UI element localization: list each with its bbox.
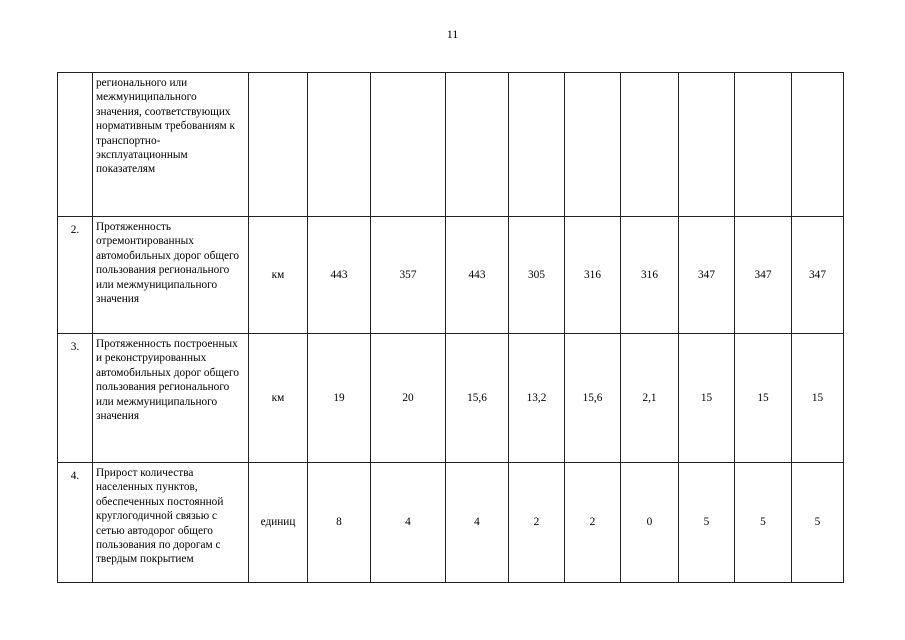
value-cell bbox=[678, 72, 735, 217]
value-cell: 15 bbox=[678, 333, 735, 463]
value-cell bbox=[508, 72, 565, 217]
value-cell: 443 bbox=[445, 216, 509, 334]
value-cell: 347 bbox=[734, 216, 792, 334]
indicator-name: Протяженность построенных и реконструиро… bbox=[92, 333, 249, 463]
value-cell bbox=[307, 72, 371, 217]
row-number: 2. bbox=[57, 216, 93, 334]
value-cell: 19 bbox=[307, 333, 371, 463]
unit-cell: единиц bbox=[248, 462, 308, 583]
value-cell: 15 bbox=[791, 333, 844, 463]
value-cell: 8 bbox=[307, 462, 371, 583]
unit-cell: км bbox=[248, 333, 308, 463]
value-cell bbox=[564, 72, 621, 217]
row-number bbox=[57, 72, 93, 217]
value-cell: 20 bbox=[370, 333, 446, 463]
table-row: 3. Протяженность построенных и реконструи… bbox=[57, 333, 844, 463]
value-cell: 2 bbox=[508, 462, 565, 583]
value-cell: 15,6 bbox=[564, 333, 621, 463]
value-cell bbox=[620, 72, 679, 217]
page-number: 11 bbox=[446, 27, 459, 41]
value-cell: 0 bbox=[620, 462, 679, 583]
row-number: 3. bbox=[57, 333, 93, 463]
indicator-name: Протяженность отремонтированных автомоби… bbox=[92, 216, 249, 334]
value-cell: 5 bbox=[678, 462, 735, 583]
value-cell: 2 bbox=[564, 462, 621, 583]
value-cell: 4 bbox=[370, 462, 446, 583]
value-cell: 347 bbox=[678, 216, 735, 334]
indicator-name: Прирост количества населенных пунктов, о… bbox=[92, 462, 249, 583]
value-cell: 5 bbox=[734, 462, 792, 583]
value-cell bbox=[445, 72, 509, 217]
value-cell: 15 bbox=[734, 333, 792, 463]
unit-cell: км bbox=[248, 216, 308, 334]
value-cell: 15,6 bbox=[445, 333, 509, 463]
value-cell bbox=[370, 72, 446, 217]
row-number: 4. bbox=[57, 462, 93, 583]
value-cell: 443 bbox=[307, 216, 371, 334]
value-cell: 347 bbox=[791, 216, 844, 334]
value-cell: 4 bbox=[445, 462, 509, 583]
indicator-name: регионального или межмуниципального знач… bbox=[92, 72, 249, 217]
value-cell: 357 bbox=[370, 216, 446, 334]
value-cell: 305 bbox=[508, 216, 565, 334]
value-cell: 316 bbox=[620, 216, 679, 334]
value-cell bbox=[791, 72, 844, 217]
value-cell: 13,2 bbox=[508, 333, 565, 463]
indicators-table: регионального или межмуниципального знач… bbox=[57, 72, 844, 583]
table-row: 2. Протяженность отремонтированных автомо… bbox=[57, 216, 844, 334]
value-cell: 2,1 bbox=[620, 333, 679, 463]
value-cell: 5 bbox=[791, 462, 844, 583]
table-row: 4. Прирост количества населенных пунктов,… bbox=[57, 462, 844, 583]
table-row: регионального или межмуниципального знач… bbox=[57, 72, 844, 217]
unit-cell bbox=[248, 72, 308, 217]
value-cell: 316 bbox=[564, 216, 621, 334]
value-cell bbox=[734, 72, 792, 217]
